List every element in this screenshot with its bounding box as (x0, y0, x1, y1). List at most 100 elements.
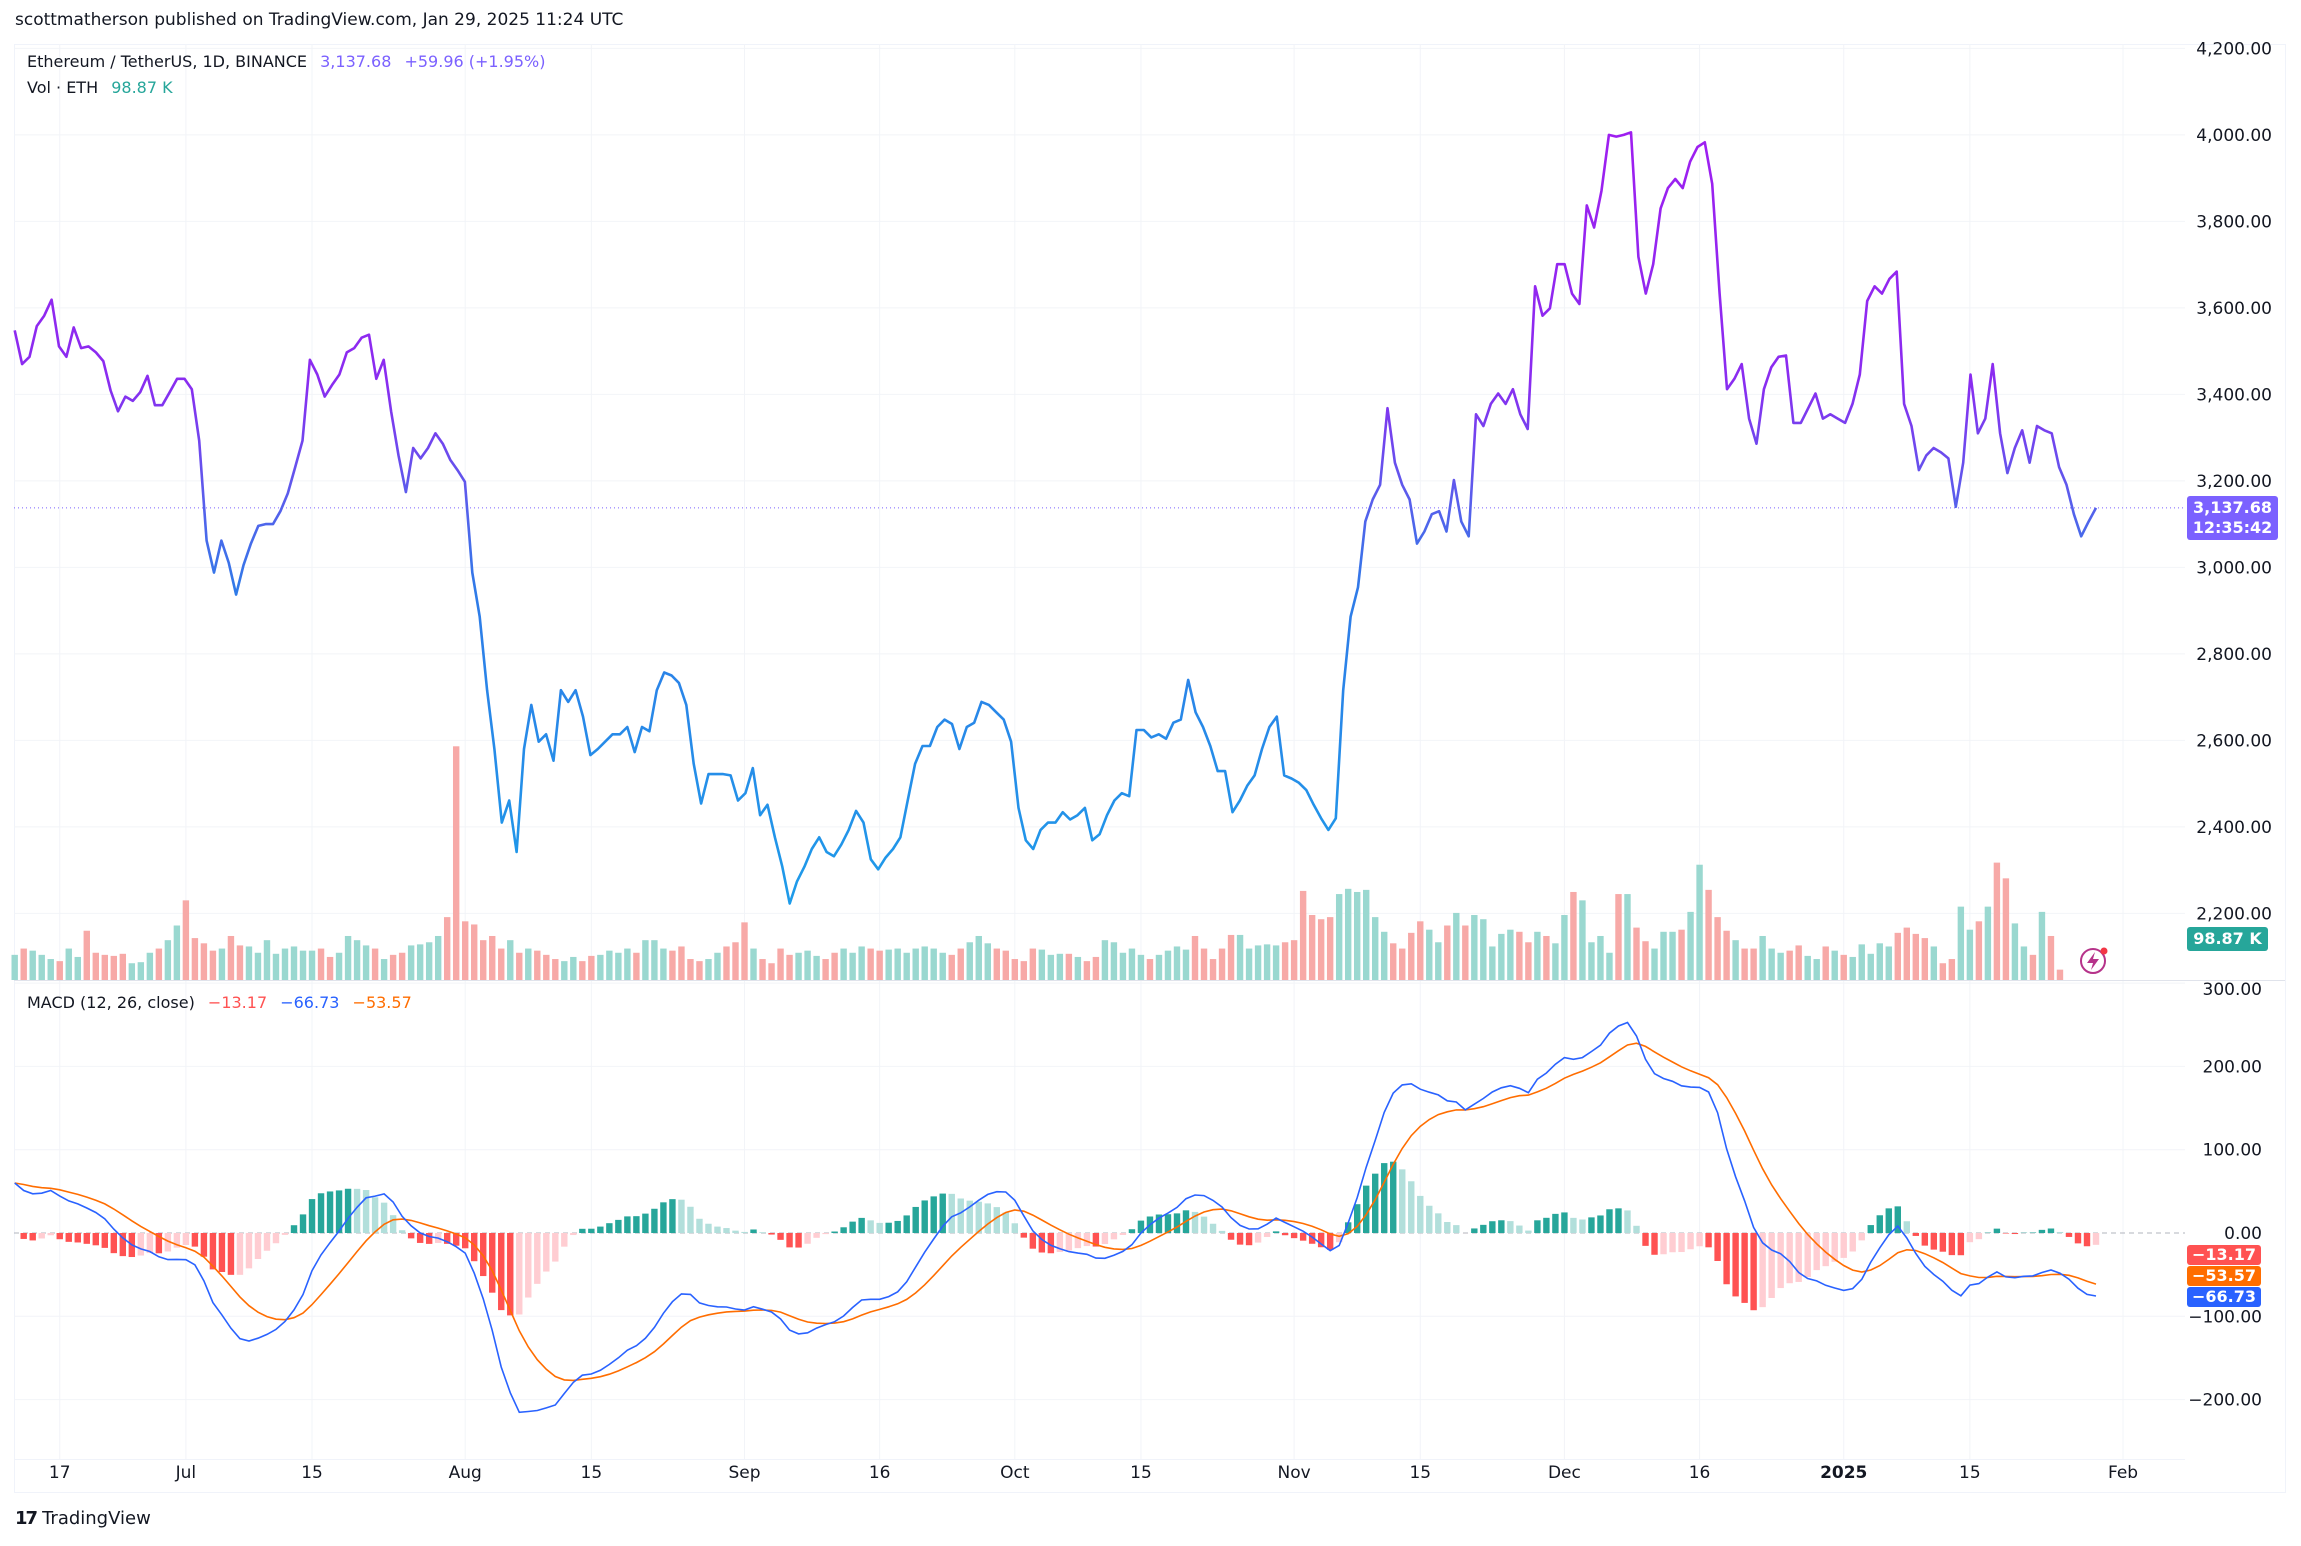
volume-bar (894, 948, 901, 980)
volume-bar (1498, 933, 1505, 980)
volume-bar (164, 940, 172, 980)
volume-bar (1660, 931, 1667, 980)
macd-histogram-bar (56, 1233, 63, 1240)
macd-axis-label: −200.00 (2188, 1391, 2262, 1411)
macd-histogram-bar (552, 1233, 559, 1262)
macd-histogram-bar (849, 1221, 856, 1233)
macd-line-badge-bg (2187, 1287, 2261, 1307)
symbol-legend[interactable]: Ethereum / TetherUS, 1D, BINANCE 3,137.6… (27, 52, 545, 71)
volume-bar (1363, 889, 1370, 980)
last-price-badge: 3,137.68 (2193, 498, 2272, 517)
volume-bar (579, 961, 586, 980)
volume-bar (1254, 945, 1262, 980)
macd-histogram-bar (1363, 1185, 1370, 1233)
macd-histogram-bar (1615, 1208, 1622, 1233)
volume-bar (1227, 934, 1235, 980)
macd-histogram-bar (993, 1207, 1000, 1233)
macd-histogram-bar (606, 1223, 613, 1233)
volume-bar (1471, 915, 1478, 980)
macd-histogram-bar (1281, 1233, 1289, 1236)
macd-histogram-bar (1516, 1225, 1523, 1233)
last-price-badge: 12:35:42 (2193, 518, 2273, 537)
volume-bar (1615, 894, 1622, 980)
macd-histogram-bar (398, 1230, 406, 1233)
time-axis-label: Oct (1000, 1463, 1030, 1483)
last-price: 3,137.68 (320, 52, 392, 71)
macd-histogram-bar (1687, 1233, 1694, 1250)
macd-histogram-bar (696, 1218, 703, 1233)
symbol-name[interactable]: Ethereum / TetherUS, 1D, BINANCE (27, 52, 308, 71)
macd-histogram-bar (74, 1233, 81, 1243)
macd-histogram-bar (335, 1190, 343, 1233)
macd-histogram-bar (507, 1233, 514, 1316)
macd-histogram-bar (146, 1233, 154, 1254)
volume-bar (2029, 954, 2037, 980)
macd-label[interactable]: MACD (12, 26, close) (27, 993, 195, 1012)
volume-legend[interactable]: Vol · ETH 98.87 K (27, 78, 173, 97)
price-axis-label: 2,600.00 (2196, 731, 2272, 751)
macd-pane (14, 1021, 2100, 1414)
macd-legend[interactable]: MACD (12, 26, close) −13.17 −66.73 −53.5… (27, 993, 412, 1012)
macd-histogram-bar (1471, 1228, 1478, 1233)
macd-histogram-bar (633, 1216, 640, 1233)
macd-histogram-bar (2065, 1233, 2073, 1237)
volume-bar (1786, 950, 1793, 980)
tradingview-logo-icon[interactable]: 𝟭𝟳 (15, 1508, 38, 1529)
brand-name[interactable]: TradingView (42, 1508, 151, 1529)
price-axis-label: 3,800.00 (2196, 212, 2272, 232)
macd-histogram-bar (930, 1196, 937, 1233)
price-axis-label: 3,200.00 (2196, 472, 2272, 492)
volume-bar (101, 954, 108, 980)
macd-axis-label: 100.00 (2203, 1141, 2262, 1161)
volume-bar (498, 948, 505, 980)
volume-bar (1849, 956, 1856, 980)
time-axis-label: Sep (728, 1463, 760, 1483)
macd-histogram-bar (534, 1233, 541, 1284)
macd-line-value: −66.73 (280, 993, 340, 1012)
macd-histogram-bar (353, 1188, 361, 1233)
volume-bar (407, 945, 415, 980)
volume-bar (633, 952, 640, 980)
macd-histogram-bar (101, 1233, 108, 1248)
volume-bar (1092, 956, 1100, 980)
macd-histogram-bar (1849, 1233, 1856, 1252)
macd-histogram-bar (570, 1233, 577, 1236)
macd-histogram-bar (1903, 1221, 1910, 1233)
volume-bar (1173, 946, 1181, 980)
volume-bar (434, 935, 442, 980)
macd-histogram-bar (1326, 1233, 1334, 1250)
lightning-alert-icon[interactable] (2080, 947, 2108, 974)
macd-histogram-bar (1525, 1230, 1532, 1233)
macd-histogram-bar (1813, 1233, 1820, 1271)
volume-bar (2047, 935, 2055, 980)
macd-histogram-bar (1822, 1233, 1829, 1267)
volume-bar (1164, 950, 1172, 980)
macd-histogram-bar (1759, 1233, 1766, 1308)
volume-bar (128, 963, 136, 980)
volume-bar (804, 950, 811, 980)
macd-histogram-bar (236, 1233, 244, 1275)
macd-histogram-bar (1660, 1233, 1667, 1255)
macd-histogram-bar (1651, 1233, 1658, 1255)
volume-label[interactable]: Vol · ETH (27, 78, 99, 97)
macd-histogram-bar (2056, 1231, 2064, 1233)
tradingview-footer[interactable]: 𝟭𝟳 TradingView (15, 1508, 151, 1529)
volume-bar (1867, 953, 1874, 980)
macd-histogram-bar (173, 1233, 181, 1248)
volume-bar (1534, 931, 1541, 980)
macd-axis-label: −100.00 (2188, 1307, 2262, 1327)
volume-bar (443, 917, 451, 980)
volume-bar (1290, 940, 1298, 980)
volume-bar (885, 949, 892, 980)
volume-bar (236, 945, 244, 980)
macd-histogram-bar (1480, 1224, 1487, 1233)
macd-histogram-bar (579, 1228, 586, 1233)
macd-histogram-bar (1074, 1233, 1082, 1249)
time-axis-label: 16 (1689, 1463, 1711, 1483)
macd-histogram-bar (894, 1220, 901, 1233)
macd-histogram-bar (966, 1200, 973, 1233)
volume-bar (876, 950, 883, 980)
macd-histogram-bar (2038, 1229, 2046, 1233)
price-axis-label: 3,000.00 (2196, 558, 2272, 578)
